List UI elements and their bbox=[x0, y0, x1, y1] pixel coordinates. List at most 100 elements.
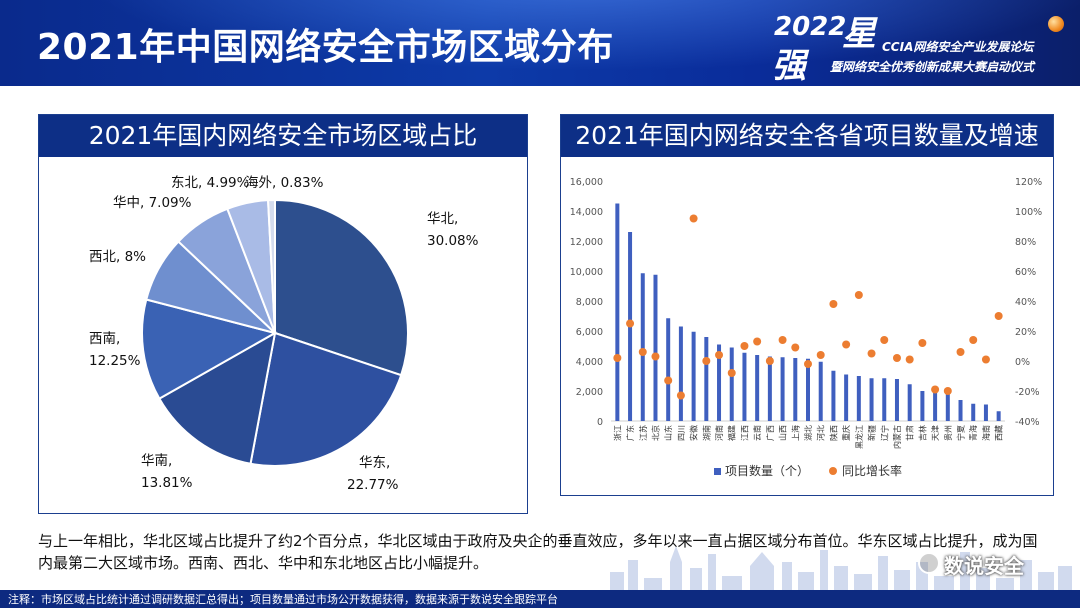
pie-label-4: 西北, 8% bbox=[89, 249, 146, 265]
pie-slice-0 bbox=[274, 198, 409, 377]
growth-point-29 bbox=[981, 355, 990, 364]
y-left-tick: 2,000 bbox=[576, 387, 603, 398]
x-tick-label: 内蒙古 bbox=[892, 425, 902, 449]
bar-20 bbox=[869, 378, 874, 421]
bar-16 bbox=[818, 361, 823, 421]
x-tick-label: 吉林 bbox=[917, 425, 927, 441]
bar-3 bbox=[653, 274, 658, 421]
page-title: 2021年中国网络安全市场区域分布 bbox=[37, 27, 614, 68]
bar-24 bbox=[920, 391, 925, 421]
x-tick-label: 四川 bbox=[677, 425, 686, 441]
legend-dot-swatch bbox=[829, 467, 837, 475]
growth-point-17 bbox=[829, 300, 838, 308]
bar-13 bbox=[780, 357, 785, 421]
legend-dot-label: 同比增长率 bbox=[842, 463, 902, 478]
x-tick-label: 宁夏 bbox=[956, 425, 966, 441]
x-tick-label: 河北 bbox=[816, 425, 826, 441]
pie-slice-3 bbox=[141, 298, 278, 401]
growth-point-1 bbox=[626, 319, 635, 328]
summary-text: 与上一年相比，华北区域占比提升了约2个百分点，华北区域由于政府及央企的垂直效应，… bbox=[38, 532, 1038, 572]
bar-7 bbox=[704, 337, 709, 421]
growth-point-14 bbox=[791, 343, 800, 352]
bar-10 bbox=[742, 352, 747, 421]
growth-point-25 bbox=[931, 385, 940, 394]
pie-slice-2 bbox=[157, 331, 277, 465]
logo-star: 星 bbox=[842, 14, 876, 54]
bar-14 bbox=[793, 358, 798, 421]
growth-point-21 bbox=[880, 336, 889, 344]
y-right-tick: 40% bbox=[1015, 297, 1036, 308]
bar-27 bbox=[958, 400, 963, 421]
bar-23 bbox=[907, 384, 912, 421]
y-right-tick: 60% bbox=[1015, 267, 1036, 278]
y-left-tick: 4,000 bbox=[576, 357, 603, 368]
pie-label-0: 华北, 30.08% bbox=[427, 211, 479, 249]
x-tick-label: 江西 bbox=[740, 425, 749, 441]
y-left-tick: 10,000 bbox=[570, 267, 603, 278]
x-tick-label: 西藏 bbox=[994, 425, 1004, 441]
bar-21 bbox=[882, 378, 887, 421]
forum-logo: 2022 星 强 CCIA网络安全产业发展论坛 暨网络安全优秀创新成果大赛启动仪… bbox=[770, 12, 1070, 86]
y-right-tick: 20% bbox=[1015, 327, 1036, 338]
legend-bar-swatch bbox=[714, 468, 721, 475]
bar-22 bbox=[894, 379, 899, 421]
y-right-tick: 80% bbox=[1015, 237, 1036, 248]
x-tick-label: 山西 bbox=[778, 425, 788, 441]
growth-point-22 bbox=[892, 354, 901, 362]
bar-29 bbox=[983, 404, 988, 421]
y-right-tick: -20% bbox=[1015, 387, 1040, 398]
bar-9 bbox=[729, 347, 734, 421]
header-glow bbox=[0, 0, 1080, 86]
growth-point-6 bbox=[689, 214, 698, 223]
growth-point-28 bbox=[969, 336, 978, 344]
growth-point-10 bbox=[740, 342, 749, 350]
footer-note: 注释：市场区域占比统计通过调研数据汇总得出；项目数量通过市场公开数据获得，数据来… bbox=[8, 593, 558, 606]
x-tick-label: 湖南 bbox=[701, 425, 711, 441]
bar-15 bbox=[806, 358, 810, 421]
x-tick-label: 北京 bbox=[650, 425, 660, 441]
header-banner: 2021年中国网络安全市场区域分布 2022 星 强 CCIA网络安全产业发展论… bbox=[0, 0, 1080, 86]
growth-point-12 bbox=[765, 357, 774, 365]
watermark: 数说安全 bbox=[918, 548, 1068, 578]
growth-point-23 bbox=[905, 355, 914, 364]
growth-point-30 bbox=[994, 312, 1003, 320]
x-tick-label: 广西 bbox=[765, 425, 775, 441]
logo-orb-icon bbox=[1048, 16, 1064, 32]
growth-point-3 bbox=[651, 352, 660, 361]
pie-label-3: 西南, 12.25% bbox=[89, 331, 141, 369]
growth-point-24 bbox=[918, 339, 927, 347]
growth-point-8 bbox=[715, 351, 724, 359]
y-right-tick: 120% bbox=[1015, 177, 1042, 188]
logo-year: 2022 bbox=[774, 12, 847, 42]
growth-point-16 bbox=[816, 351, 825, 359]
pie-label-7: 海外, 0.83% bbox=[245, 175, 324, 191]
logo-line2: 暨网络安全优秀创新成果大赛启动仪式 bbox=[830, 60, 1035, 74]
pie-chart: 华北, 30.08% 华东, 22.77% 华南, 13.81% 西南, 12.25% 西北, … bbox=[89, 175, 479, 493]
growth-point-18 bbox=[842, 340, 851, 349]
pie-slice-1 bbox=[249, 331, 403, 467]
growth-point-19 bbox=[854, 291, 863, 299]
growth-point-2 bbox=[638, 348, 647, 356]
pie-slice-7 bbox=[266, 198, 276, 334]
bar-28 bbox=[971, 403, 976, 421]
growth-point-9 bbox=[727, 369, 736, 377]
growth-point-15 bbox=[804, 360, 812, 368]
bar-0 bbox=[615, 203, 620, 421]
bar-12 bbox=[767, 356, 772, 421]
bar-2 bbox=[640, 273, 645, 421]
bar-chart: 0 2,000 4,000 6,000 8,000 10,000 12,000 14,000 1… bbox=[570, 177, 1042, 478]
wechat-icon bbox=[918, 552, 940, 574]
growth-point-27 bbox=[956, 348, 965, 356]
y-right-tick: -40% bbox=[1015, 417, 1040, 428]
x-tick-label: 浙江 bbox=[612, 425, 622, 441]
logo-qiang: 强 bbox=[772, 46, 806, 86]
growth-point-4 bbox=[664, 376, 673, 385]
x-tick-label: 山东 bbox=[663, 425, 673, 441]
bar-11 bbox=[755, 355, 760, 421]
y-left-tick: 8,000 bbox=[576, 297, 603, 308]
bar-17 bbox=[831, 370, 836, 421]
growth-point-20 bbox=[867, 349, 876, 358]
footer-bar: 注释：市场区域占比统计通过调研数据汇总得出；项目数量通过市场公开数据获得，数据来… bbox=[0, 590, 1080, 608]
x-tick-label: 海南 bbox=[981, 425, 991, 441]
pie-label-1: 华东, 22.77% bbox=[347, 455, 399, 493]
